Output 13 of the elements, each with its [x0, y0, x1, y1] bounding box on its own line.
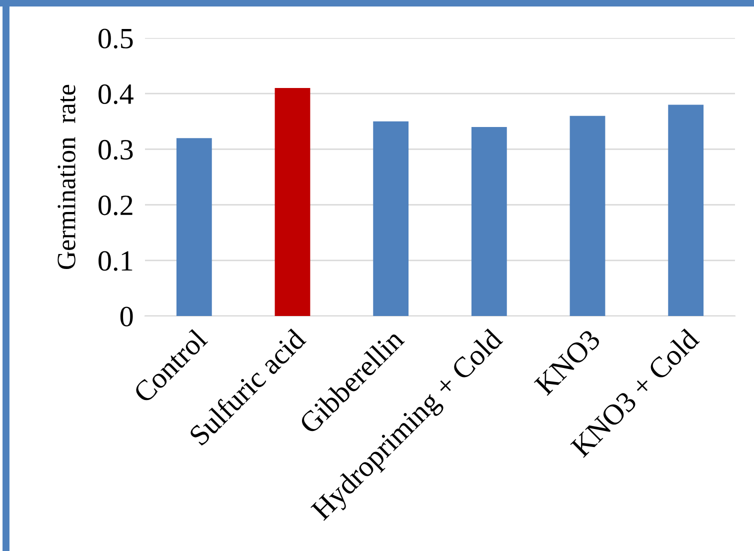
y-tick-label: 0.1 [98, 251, 132, 271]
y-tick-label: 0.3 [98, 140, 133, 160]
bar [373, 121, 409, 316]
y-axis-title: Germination rate [58, 84, 76, 269]
y-tick-label: 0.5 [98, 28, 133, 49]
bar [176, 138, 212, 316]
bar [274, 88, 310, 316]
bar [570, 116, 606, 316]
bar [471, 126, 507, 316]
bar [668, 104, 704, 316]
y-tick-label: 0.2 [98, 196, 132, 216]
y-tick-label: 0.4 [98, 84, 134, 104]
y-tick-label: 0 [120, 306, 133, 326]
